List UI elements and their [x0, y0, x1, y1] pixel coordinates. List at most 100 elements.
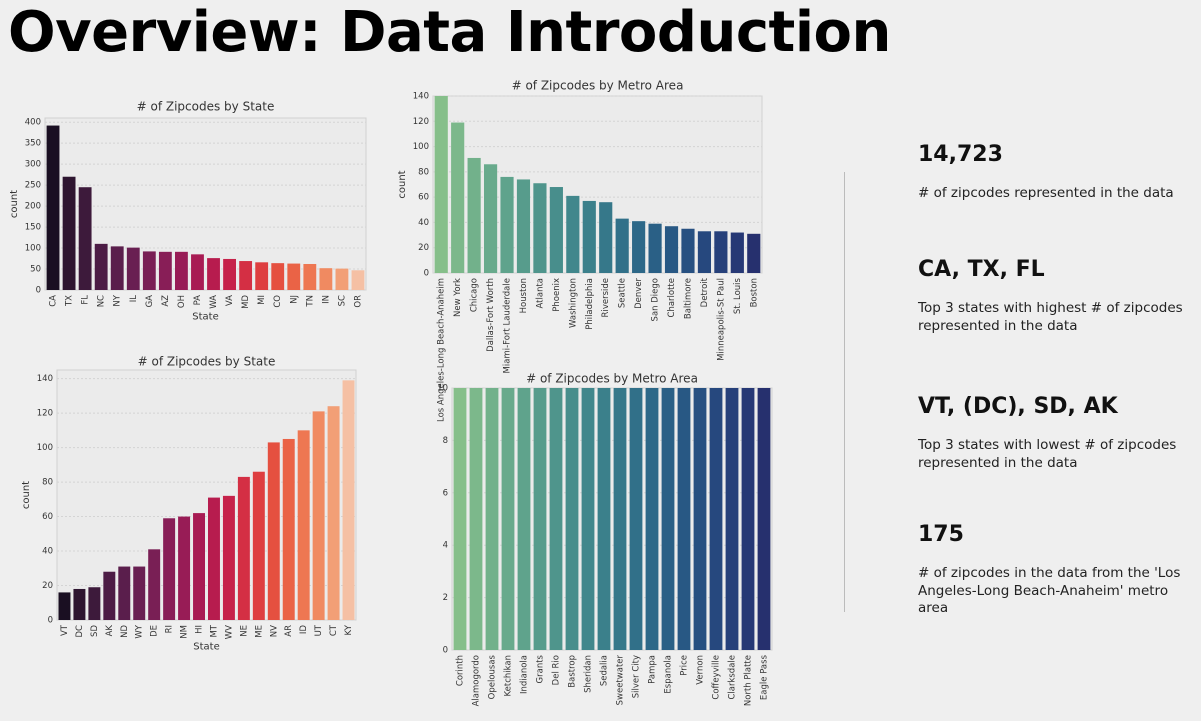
x-tick-label: OR — [353, 295, 363, 308]
x-tick-label: GA — [145, 295, 155, 308]
y-tick-label: 10 — [437, 384, 448, 394]
y-tick-label: 80 — [42, 478, 53, 488]
x-tick-label: MI — [257, 295, 267, 305]
x-tick-label: Atlanta — [535, 278, 545, 309]
x-tick-label: Indianola — [520, 655, 530, 694]
x-tick-label: RI — [165, 625, 175, 633]
x-tick-label: Grants — [536, 654, 546, 683]
x-tick-label: Opelousas — [488, 654, 498, 699]
x-tick-label: NC — [97, 295, 107, 307]
x-tick-label: Boston — [749, 278, 759, 307]
bar — [681, 228, 695, 273]
y-tick-label: 20 — [42, 581, 53, 591]
x-tick-label: CT — [329, 624, 339, 636]
x-tick-label: TX — [65, 295, 75, 307]
x-tick-label: Price — [680, 655, 690, 676]
y-tick-label: 8 — [443, 436, 448, 446]
bar — [741, 388, 755, 650]
y-tick-label: 140 — [413, 92, 429, 102]
bar — [664, 226, 679, 273]
bar — [565, 388, 579, 650]
bar — [469, 388, 483, 650]
x-tick-label: Coffeyville — [712, 655, 722, 700]
x-tick-label: Ketchikan — [504, 655, 514, 697]
bar — [252, 471, 265, 620]
bar — [58, 592, 71, 620]
y-tick-label: 120 — [413, 117, 429, 127]
bar — [757, 388, 771, 650]
stat: CA, TX, FL Top 3 states with highest # of… — [918, 257, 1198, 335]
y-tick-label: 140 — [37, 374, 53, 384]
x-tick-label: Bastrop — [568, 655, 578, 688]
x-tick-label: NY — [113, 294, 123, 306]
x-tick-label: Seattle — [618, 278, 628, 308]
stat-heading: CA, TX, FL — [918, 257, 1045, 282]
x-tick-label: MD — [241, 295, 251, 309]
bar — [126, 247, 140, 290]
bar — [327, 406, 340, 620]
bar — [178, 516, 191, 620]
x-tick-label: WY — [135, 624, 145, 638]
x-tick-label: Clarksdale — [728, 655, 738, 700]
bar — [78, 187, 92, 290]
x-tick-label: Silver City — [632, 655, 642, 698]
x-tick-label: SD — [90, 625, 100, 637]
bar — [483, 164, 498, 273]
bar — [516, 179, 531, 273]
x-tick-label: Eagle Pass — [760, 654, 770, 700]
x-tick-label: St. Louis — [733, 277, 743, 314]
bar — [566, 195, 580, 273]
bar — [335, 268, 349, 290]
chart-title: # of Zipcodes by Metro Area — [526, 372, 698, 386]
slide-title: Overview: Data Introduction — [8, 0, 891, 65]
bar — [485, 388, 499, 650]
bar — [533, 183, 547, 273]
bar — [142, 251, 156, 290]
bar — [613, 388, 627, 650]
plot-area — [432, 95, 763, 274]
bar — [661, 388, 675, 650]
bar — [287, 263, 301, 290]
y-tick-label: 40 — [418, 218, 429, 228]
y-tick-label: 2 — [443, 593, 448, 603]
bar — [267, 442, 280, 620]
bar — [632, 221, 646, 273]
x-tick-label: ND — [120, 625, 130, 638]
x-tick-label: Chicago — [470, 278, 480, 312]
x-tick-label: ID — [299, 625, 309, 635]
bar — [103, 571, 116, 620]
plot-area — [56, 369, 357, 621]
bar — [693, 388, 707, 650]
bar — [148, 549, 161, 620]
bar — [342, 380, 355, 620]
y-tick-label: 80 — [418, 167, 429, 177]
x-tick-label: MT — [209, 624, 219, 637]
x-tick-label: Los Angeles-Long Beach-Anaheim — [437, 278, 447, 422]
x-tick-label: KY — [344, 624, 354, 635]
x-tick-label: Phoenix — [552, 278, 562, 312]
bar — [549, 187, 563, 273]
x-tick-label: Vernon — [696, 655, 706, 685]
bar — [500, 176, 514, 273]
x-axis-label: State — [192, 311, 218, 322]
bar — [175, 251, 188, 290]
bar — [582, 200, 596, 273]
bar — [714, 231, 728, 273]
x-tick-label: IN — [321, 295, 331, 304]
bar — [158, 251, 172, 290]
y-tick-label: 50 — [30, 265, 41, 275]
y-axis-label: count — [21, 481, 32, 509]
bar — [163, 518, 176, 620]
bar — [730, 232, 744, 273]
bar — [533, 388, 547, 650]
x-tick-label: HI — [195, 625, 205, 634]
x-tick-label: AZ — [161, 295, 171, 307]
bar — [193, 513, 206, 620]
x-tick-label: CO — [273, 295, 283, 308]
stat: VT, (DC), SD, AK Top 3 states with lowest… — [918, 394, 1198, 472]
x-tick-label: ME — [254, 625, 264, 638]
stat-text: # of zipcodes represented in the data — [918, 185, 1174, 201]
x-tick-label: North Platte — [744, 655, 754, 706]
x-tick-label: VA — [225, 295, 235, 306]
